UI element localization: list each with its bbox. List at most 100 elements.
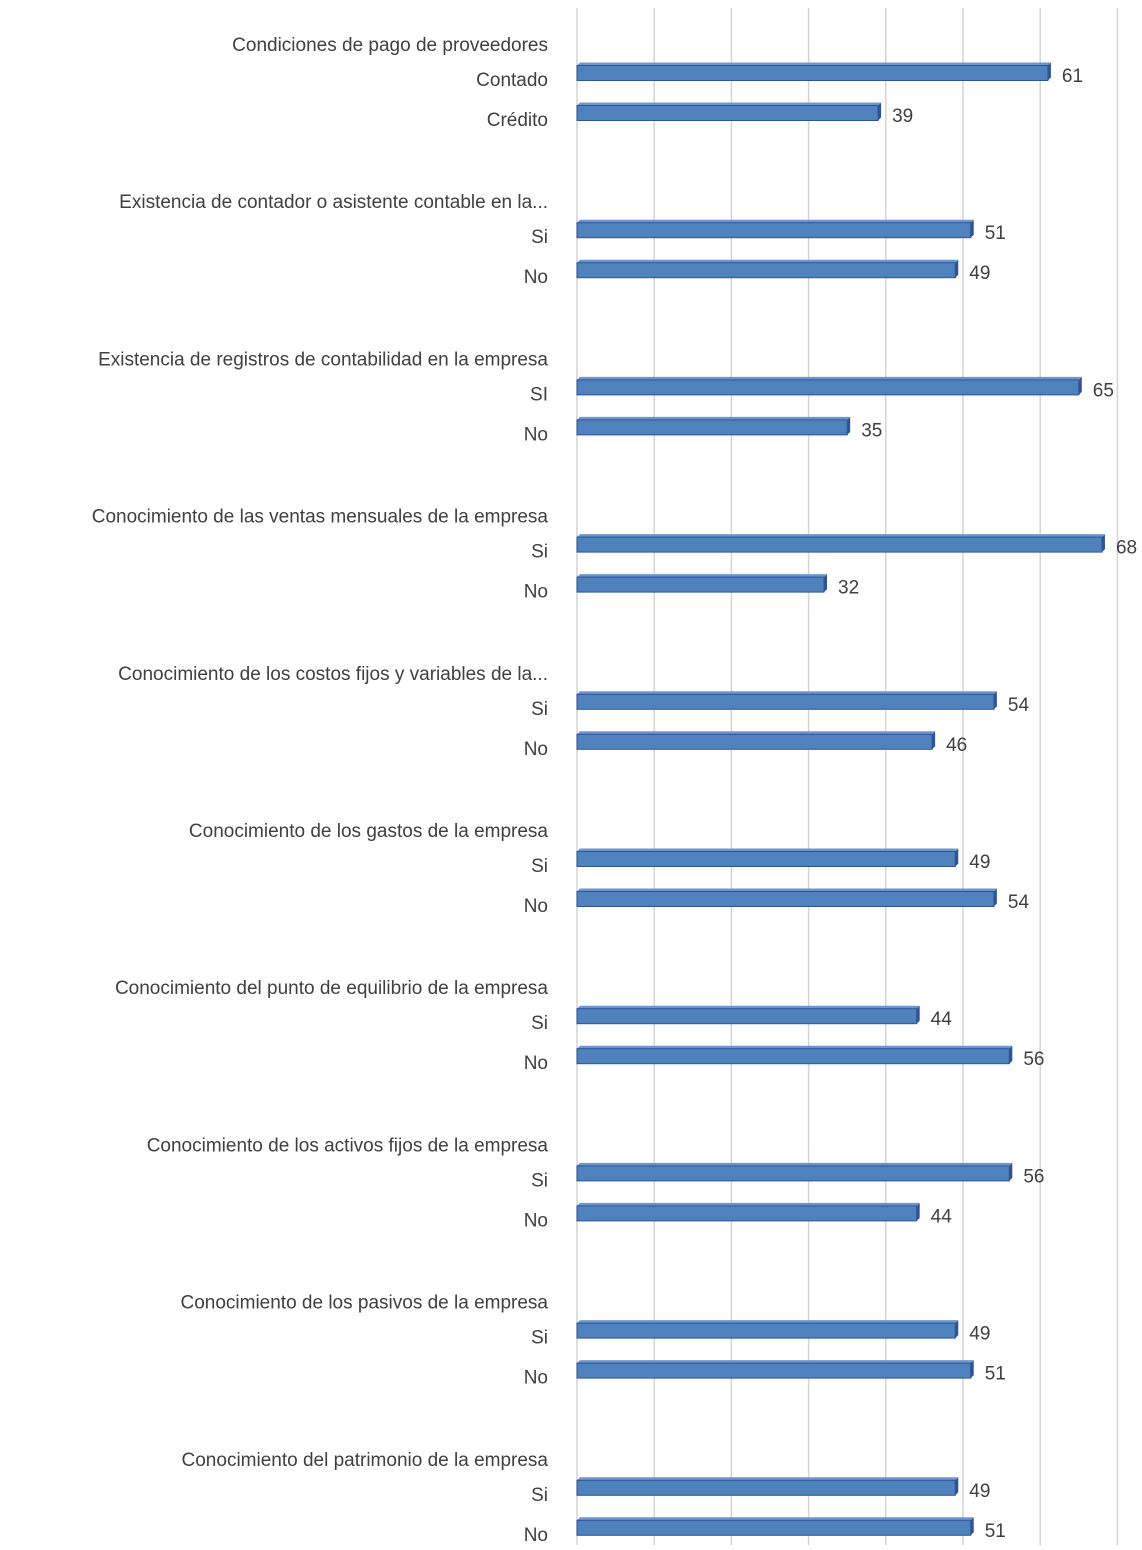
bar xyxy=(576,851,956,867)
bar-top xyxy=(577,691,997,695)
bar-top xyxy=(577,574,828,578)
option-label: No xyxy=(524,896,548,917)
option-label: SI xyxy=(530,384,548,405)
bar-top xyxy=(577,1045,1013,1049)
option-label: Si xyxy=(531,1485,548,1506)
bar-top xyxy=(577,1517,974,1521)
data-label: 49 xyxy=(969,1324,990,1345)
option-label: No xyxy=(524,1525,548,1546)
data-label: 49 xyxy=(969,263,990,284)
data-label: 56 xyxy=(1023,1049,1044,1070)
option-label: Si xyxy=(531,699,548,720)
bar xyxy=(576,1205,918,1222)
bar-top xyxy=(577,62,1051,66)
bar-side xyxy=(970,219,974,238)
data-label: 61 xyxy=(1062,66,1083,87)
bar-top xyxy=(577,1477,959,1481)
bar xyxy=(576,1322,956,1339)
bar-side xyxy=(955,1320,959,1339)
bar xyxy=(576,105,879,121)
data-label: 68 xyxy=(1116,538,1137,559)
bar xyxy=(576,1048,1010,1065)
bar xyxy=(576,693,995,710)
bar xyxy=(576,379,1080,396)
option-label: Si xyxy=(531,1170,548,1191)
data-label: 44 xyxy=(931,1009,953,1030)
bar xyxy=(576,1362,972,1379)
bar-side xyxy=(993,888,997,907)
bar xyxy=(576,1479,956,1496)
bar xyxy=(576,1519,972,1536)
data-label: 54 xyxy=(1008,892,1030,913)
option-label: Crédito xyxy=(487,110,548,131)
data-label: 35 xyxy=(861,420,882,441)
option-label: Si xyxy=(531,542,548,563)
group-title: Conocimiento de los gastos de la empresa xyxy=(189,821,549,842)
bar-top xyxy=(577,259,959,263)
bar-top xyxy=(577,1320,959,1324)
bar-top xyxy=(577,219,974,223)
bar-side xyxy=(1078,376,1082,395)
group-title: Existencia de registros de contabilidad … xyxy=(98,349,548,370)
group-title: Conocimiento de los activos fijos de la … xyxy=(147,1135,549,1156)
bar-top xyxy=(577,888,997,892)
option-label: Si xyxy=(531,1328,548,1349)
bar-side xyxy=(878,102,882,121)
bar-top xyxy=(577,1162,1013,1166)
bar xyxy=(576,1165,1010,1182)
group-title: Conocimiento de los costos fijos y varia… xyxy=(118,664,548,685)
gridlines xyxy=(576,8,1119,1545)
bar xyxy=(576,733,933,750)
bar-top xyxy=(577,848,959,852)
data-label: 65 xyxy=(1093,380,1114,401)
bar-side xyxy=(1009,1045,1013,1064)
data-label: 54 xyxy=(1008,695,1030,716)
option-label: Contado xyxy=(476,70,548,91)
data-label: 39 xyxy=(892,106,913,127)
group-title: Conocimiento del patrimonio de la empres… xyxy=(182,1450,549,1471)
bar xyxy=(576,65,1049,81)
bar xyxy=(576,891,995,907)
option-label: No xyxy=(524,267,548,288)
bar-top xyxy=(577,416,851,420)
bar xyxy=(576,536,1103,553)
bar-series xyxy=(576,62,1105,1536)
group-title: Condiciones de pago de proveedores xyxy=(232,35,548,56)
bar-side xyxy=(955,848,959,867)
option-label: No xyxy=(524,1210,548,1231)
bar-side xyxy=(955,259,959,278)
bar-side xyxy=(970,1360,974,1379)
bar-side xyxy=(1009,1162,1013,1181)
data-label: 32 xyxy=(838,578,859,599)
data-label: 46 xyxy=(946,735,967,756)
bar xyxy=(576,576,825,593)
option-label: No xyxy=(524,739,548,760)
option-label: No xyxy=(524,582,548,603)
bar-top xyxy=(577,1005,920,1009)
bar-top xyxy=(577,1202,920,1206)
bar-side xyxy=(993,691,997,710)
data-label: 44 xyxy=(931,1206,953,1227)
bar xyxy=(576,419,848,436)
group-title: Conocimiento de las ventas mensuales de … xyxy=(92,507,549,528)
bar-side xyxy=(1101,534,1105,553)
bar-side xyxy=(970,1517,974,1536)
bar-side xyxy=(1047,62,1051,81)
bar-top xyxy=(577,376,1082,380)
group-title: Conocimiento de los pasivos de la empres… xyxy=(180,1293,548,1314)
data-label: 51 xyxy=(985,1521,1006,1542)
bar-top xyxy=(577,731,936,735)
bar-side xyxy=(932,731,936,750)
bar-side xyxy=(916,1005,920,1024)
data-label: 49 xyxy=(969,1481,990,1502)
group-title: Existencia de contador o asistente conta… xyxy=(119,192,548,213)
bar-side xyxy=(955,1477,959,1496)
option-label: No xyxy=(524,1368,548,1389)
bar-side xyxy=(847,416,851,435)
option-label: No xyxy=(524,424,548,445)
bar-side xyxy=(824,574,828,593)
option-label: Si xyxy=(531,1013,548,1034)
bar xyxy=(576,262,956,279)
option-label: Si xyxy=(531,856,548,877)
